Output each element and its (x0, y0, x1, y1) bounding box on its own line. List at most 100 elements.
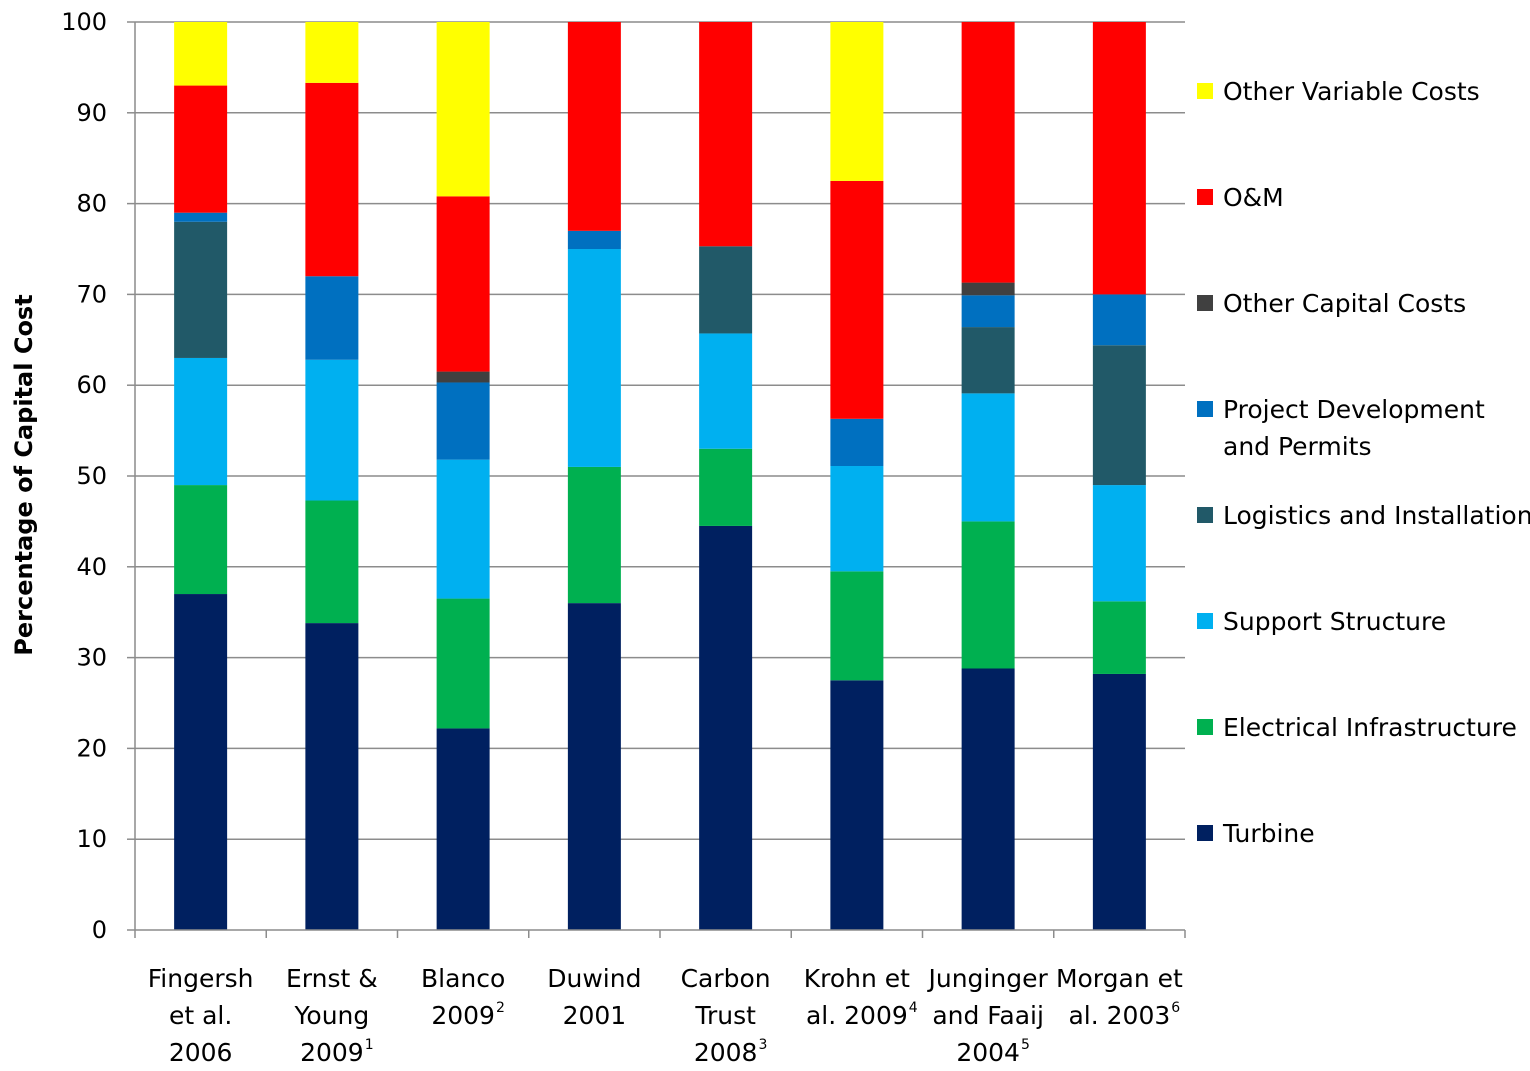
x-category-label: Trust (694, 1001, 756, 1030)
x-category-footnote: 3 (758, 1037, 767, 1053)
x-category-label: 2006 (169, 1038, 233, 1067)
x-category-label: al. 2009 (806, 1001, 908, 1030)
x-category-label: 2001 (563, 1001, 627, 1030)
legend-swatch (1197, 401, 1213, 417)
bar-segment (830, 466, 884, 572)
legend-swatch (1197, 825, 1213, 841)
bar-segment (436, 459, 490, 599)
bar-segment (174, 212, 228, 222)
bar-segment (830, 22, 884, 181)
bar-segment (305, 623, 359, 930)
x-category-label: 2008 (694, 1038, 758, 1067)
legend-label: Logistics and Installation (1223, 501, 1530, 530)
bar-segment (174, 485, 228, 595)
x-category-label: Duwind (547, 964, 641, 993)
legend-label: Turbine (1222, 819, 1315, 848)
y-tick-label: 50 (76, 462, 107, 490)
x-category-footnote: 6 (1171, 1000, 1180, 1016)
bar-segment (961, 521, 1015, 669)
bar-segment (567, 466, 621, 604)
y-tick-label: 60 (76, 371, 107, 399)
bar-segment (699, 22, 753, 247)
x-category-label: Morgan et (1056, 964, 1183, 993)
y-tick-label: 70 (76, 280, 107, 308)
x-category-label: Carbon (681, 964, 771, 993)
bar-segment (436, 371, 490, 383)
bar-segment (174, 594, 228, 930)
x-category-label: et al. (169, 1001, 232, 1030)
x-category-footnote: 1 (365, 1037, 374, 1053)
legend-label: O&M (1223, 183, 1284, 212)
bar-segment (567, 230, 621, 249)
legend-swatch (1197, 507, 1213, 523)
legend-swatch (1197, 83, 1213, 99)
y-axis-title: Percentage of Capital Cost (10, 294, 38, 655)
y-tick-label: 10 (76, 825, 107, 853)
bar-segment (436, 728, 490, 930)
bar-segment (699, 525, 753, 930)
bar-segment (305, 82, 359, 277)
bar-segment (1092, 22, 1146, 295)
grid-layer (135, 21, 1185, 840)
x-category-label: al. 2003 (1068, 1001, 1170, 1030)
bar-segment (961, 282, 1015, 296)
bar-segment (961, 295, 1015, 328)
x-category-label: Krohn et (804, 964, 910, 993)
y-tick-label: 0 (92, 916, 107, 944)
y-tick-label: 80 (76, 190, 107, 218)
legend-swatch (1197, 295, 1213, 311)
legend-swatch (1197, 719, 1213, 735)
x-category-label: 2009 (431, 1001, 495, 1030)
y-tick-label: 40 (76, 553, 107, 581)
y-tick-label: 100 (61, 8, 107, 36)
legend-label: Support Structure (1223, 607, 1446, 636)
bar-segment (305, 500, 359, 624)
x-category-footnote: 2 (496, 1000, 505, 1016)
bar-segment (830, 180, 884, 419)
bar-segment (961, 327, 1015, 394)
bar-segment (1092, 294, 1146, 346)
bar-segment (961, 393, 1015, 522)
legend-swatch (1197, 189, 1213, 205)
x-category-footnote: 5 (1021, 1037, 1030, 1053)
x-category-label: 2009 (300, 1038, 364, 1067)
legend-label: Project Development (1223, 395, 1485, 424)
bar-segment (699, 333, 753, 449)
bar-segment (174, 357, 228, 486)
bar-segment (567, 249, 621, 467)
bar-segment (699, 448, 753, 526)
legend-label: Electrical Infrastructure (1223, 713, 1517, 742)
bars-layer (174, 22, 1146, 930)
x-category-label: Blanco (421, 964, 505, 993)
bar-segment (436, 598, 490, 729)
bar-segment (174, 22, 228, 86)
y-tick-label: 30 (76, 644, 107, 672)
legend-label: Other Variable Costs (1223, 77, 1480, 106)
bar-segment (305, 359, 359, 501)
bar-segment (830, 418, 884, 467)
bar-segment (830, 680, 884, 930)
y-tick-label: 90 (76, 99, 107, 127)
x-category-label: and Faaij (932, 1001, 1044, 1030)
legend-label: Other Capital Costs (1223, 289, 1466, 318)
bar-segment (305, 22, 359, 83)
x-category-label: Fingersh (148, 964, 254, 993)
bar-segment (1092, 673, 1146, 930)
legend-label: and Permits (1223, 432, 1372, 461)
bar-segment (174, 85, 228, 213)
bar-segment (567, 603, 621, 930)
bar-segment (174, 221, 228, 358)
x-category-label: Junginger (926, 964, 1048, 993)
bar-segment (436, 196, 490, 372)
bar-segment (830, 571, 884, 681)
bar-segment (1092, 345, 1146, 486)
bar-segment (961, 668, 1015, 930)
bar-segment (961, 22, 1015, 283)
bar-segment (436, 382, 490, 460)
x-category-label: Young (293, 1001, 369, 1030)
bar-segment (1092, 601, 1146, 674)
bar-segment (305, 276, 359, 360)
axis-layer: 0 10 20 30 40 50 60 70 80 90 100 Fingersh et al. 2006… (61, 8, 1186, 1067)
